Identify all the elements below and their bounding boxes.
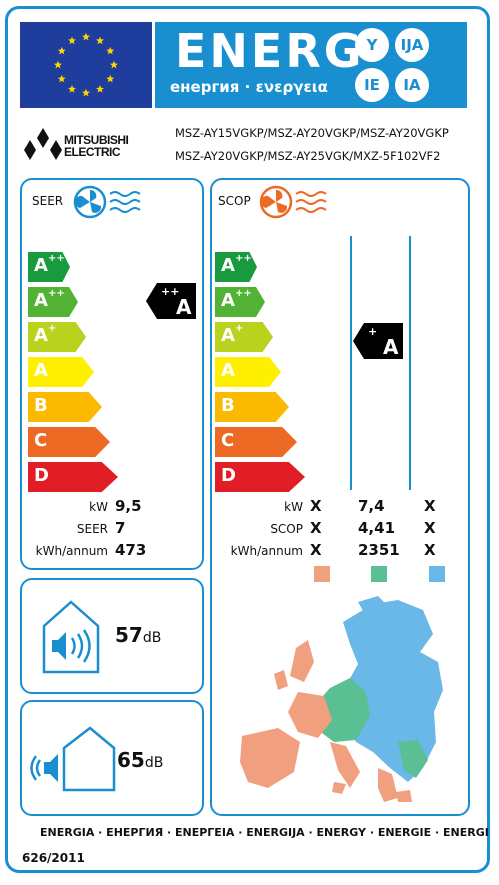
eu-star-icon	[57, 46, 66, 55]
banner-subtitle: енергия · ενεργεια	[170, 78, 328, 96]
scop-class-bar: A+++	[215, 252, 257, 282]
cold-scop-value: X	[424, 519, 436, 537]
scop-class-bar: C	[215, 427, 297, 457]
language-code: IJA	[395, 28, 429, 62]
eu-star-icon	[106, 74, 115, 83]
cold-kw-value: X	[424, 497, 436, 515]
indoor-noise-value: 57dB	[115, 623, 162, 647]
seer-class-bar: A++	[28, 287, 78, 317]
eu-star-icon	[68, 85, 76, 93]
seer-seer-label: SEER	[76, 522, 108, 536]
language-code: IE	[355, 68, 389, 102]
language-code: IA	[395, 68, 429, 102]
seer-kw-value: 9,5	[115, 497, 142, 515]
eu-star-icon	[96, 85, 104, 93]
outdoor-speaker-icon	[30, 726, 116, 792]
eu-stars-icon	[54, 32, 118, 97]
footer-languages: ENERGIA · ЕНЕРГИЯ · ΕΝΕΡΓΕΙΑ · ENERGIJA …	[40, 826, 489, 839]
warm-kw-value: X	[310, 497, 322, 515]
outdoor-noise-panel	[20, 700, 204, 816]
eu-star-icon	[106, 46, 115, 55]
cold-zone-swatch	[429, 566, 445, 582]
eu-flag	[20, 22, 152, 108]
scop-kw-label: kW	[284, 500, 303, 514]
fan-cold-icon	[73, 185, 141, 219]
average-zone-swatch	[371, 566, 387, 582]
seer-seer-value: 7	[115, 519, 126, 537]
eu-star-icon	[110, 60, 118, 69]
eu-star-icon	[68, 36, 76, 45]
scop-class-bar: A++	[215, 287, 265, 317]
seer-kwh-value: 473	[115, 541, 147, 559]
seer-rating-arrow: A ++	[146, 283, 196, 319]
seer-class-bar: A+++	[28, 252, 70, 282]
seer-class-bar: A+	[28, 322, 86, 352]
model-line: MSZ-AY20VGKP/MSZ-AY25VGK/MXZ-5F102VF2	[175, 149, 441, 163]
seer-class-bar: B	[28, 392, 102, 422]
indoor-speaker-icon	[42, 600, 100, 674]
eu-star-icon	[82, 32, 90, 41]
label-frame	[5, 6, 490, 873]
scop-panel	[210, 178, 470, 816]
outdoor-noise-value: 65dB	[117, 748, 164, 772]
mitsubishi-diamonds-icon	[24, 128, 62, 160]
column-divider	[409, 236, 411, 490]
scop-scop-label: SCOP	[270, 522, 303, 536]
brand-name: MITSUBISHI ELECTRIC	[64, 133, 129, 159]
column-divider	[350, 236, 352, 490]
warm-kwh-value: X	[310, 541, 322, 559]
scop-class-bar: A+	[215, 322, 273, 352]
seer-class-bar: A	[28, 357, 94, 387]
model-line: MSZ-AY15VGKP/MSZ-AY20VGKP/MSZ-AY20VGKP	[175, 126, 449, 140]
seer-label: SEER	[32, 194, 64, 208]
scop-label: SCOP	[218, 194, 251, 208]
seer-class-bar: C	[28, 427, 110, 457]
energy-banner: ENERG енергия · ενεργεια Y IJA IE IA	[155, 22, 467, 108]
scop-kwh-label: kWh/annum	[230, 544, 303, 558]
language-code: Y	[355, 28, 389, 62]
scop-rating-arrow: A +	[353, 323, 403, 359]
europe-climate-map	[240, 596, 443, 802]
seer-class-bar: D	[28, 462, 118, 492]
scop-class-bar: D	[215, 462, 305, 492]
seer-kwh-label: kWh/annum	[35, 544, 108, 558]
warm-scop-value: X	[310, 519, 322, 537]
average-scop-value: 4,41	[358, 519, 396, 537]
fan-warm-icon	[259, 185, 327, 219]
warm-zone-swatch	[314, 566, 330, 582]
eu-star-icon	[96, 36, 104, 45]
average-kwh-value: 2351	[358, 541, 400, 559]
scop-class-bar: A	[215, 357, 281, 387]
average-kw-value: 7,4	[358, 497, 385, 515]
cold-kwh-value: X	[424, 541, 436, 559]
eu-star-icon	[54, 60, 62, 69]
indoor-noise-panel	[20, 578, 204, 694]
scop-class-bar: B	[215, 392, 289, 422]
banner-title: ENERG	[175, 24, 365, 78]
seer-kw-label: kW	[89, 500, 108, 514]
eu-star-icon	[82, 88, 90, 97]
eu-star-icon	[57, 74, 66, 83]
regulation-number: 626/2011	[22, 851, 85, 865]
seer-panel	[20, 178, 204, 570]
